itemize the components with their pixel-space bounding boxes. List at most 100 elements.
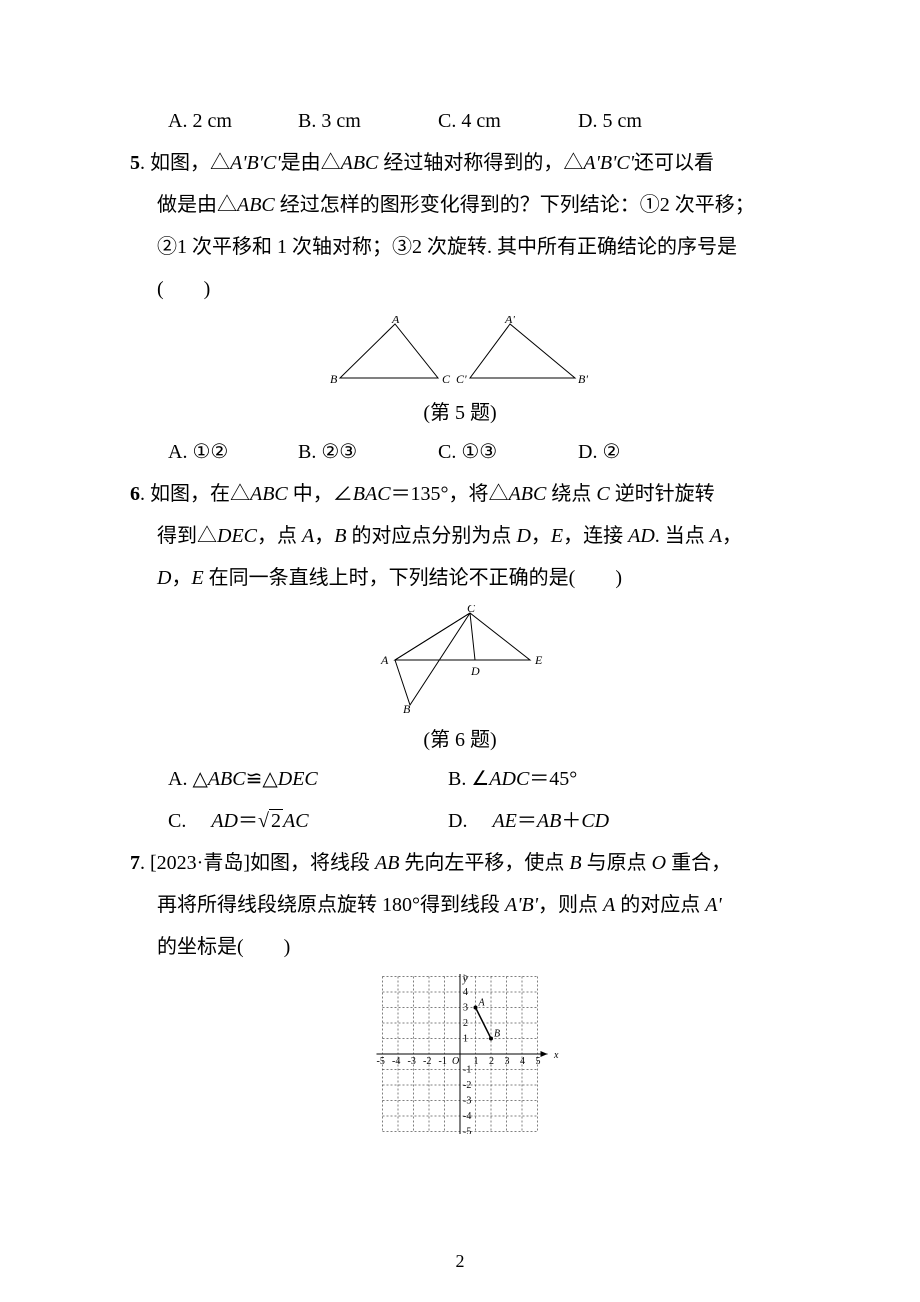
q6-l3a: ，: [171, 567, 191, 589]
svg-text:3: 3: [505, 1056, 510, 1067]
q6-ans-c: C. AD＝√2AC: [168, 800, 448, 842]
q5-l1d: 还可以看: [634, 152, 714, 174]
q5-number: 5: [130, 152, 140, 174]
q6-A2: A: [710, 525, 722, 547]
q6-E2: E: [191, 567, 203, 589]
q6-figure: CAEDB: [130, 605, 790, 720]
q6-l1b: 中，∠: [288, 483, 353, 505]
svg-text:O: O: [452, 1056, 459, 1067]
q6-b-pre: B. ∠: [448, 768, 489, 790]
q6-E: E: [551, 525, 563, 547]
q5-line3: ②1 次平移和 1 次轴对称；③2 次旋转. 其中所有正确结论的序号是: [130, 226, 790, 268]
q6-l1a: . 如图，在△: [140, 483, 250, 505]
q6-l1d: 绕点: [546, 483, 596, 505]
svg-text:2: 2: [489, 1056, 494, 1067]
q4-ans-a: A. 2 cm: [168, 100, 298, 142]
q6-b-var: ADC: [489, 768, 529, 790]
q6-abc2: ABC: [509, 483, 547, 505]
svg-text:C': C': [456, 372, 467, 386]
q7-B: B: [569, 852, 581, 874]
q5-aprime2: A'B'C': [583, 152, 634, 174]
q7-line1: 7. [2023·青岛]如图，将线段 AB 先向左平移，使点 B 与原点 O 重…: [130, 842, 790, 884]
q6-c-pre: C.: [168, 810, 211, 832]
q6-l2c2: ，: [531, 525, 551, 547]
q6-l2c3: ，: [722, 525, 742, 547]
q7-grid-svg: -5-4-3-2-11234554321-1-2-3-4-5OxyAB: [360, 974, 560, 1134]
q4-answers: A. 2 cm B. 3 cm C. 4 cm D. 5 cm: [130, 100, 790, 142]
q7-l1b: 与原点: [582, 852, 652, 874]
q7-l2b: ，则点: [538, 894, 603, 916]
q6-line3: D，E 在同一条直线上时，下列结论不正确的是( ): [130, 557, 790, 599]
q5-line1: 5. 如图，△A'B'C'是由△ABC 经过轴对称得到的，△A'B'C'还可以看: [130, 142, 790, 184]
q6-d-plus: ＋: [561, 810, 581, 832]
q6-d-pre: D.: [448, 810, 492, 832]
svg-text:A: A: [380, 653, 389, 667]
q6-number: 6: [130, 483, 140, 505]
svg-text:-5: -5: [377, 1056, 385, 1067]
q6-abc: ABC: [250, 483, 288, 505]
q5-aprime: A'B'C': [230, 152, 281, 174]
q5-ans-a: A. ①②: [168, 431, 298, 473]
q5-figure: ABCA'C'B': [130, 316, 790, 393]
q6-d-v2: AB: [537, 810, 561, 832]
svg-text:x: x: [553, 1050, 559, 1061]
q6-bac: BAC: [353, 483, 391, 505]
svg-text:B: B: [494, 1029, 500, 1040]
svg-text:1: 1: [463, 1034, 468, 1045]
q5-triangles-svg: ABCA'C'B': [330, 316, 590, 388]
svg-text:4: 4: [520, 1056, 525, 1067]
svg-text:D: D: [470, 664, 480, 678]
q6-c-v1: AD: [211, 810, 238, 832]
svg-text:C: C: [442, 372, 451, 386]
svg-text:5: 5: [536, 1056, 541, 1067]
q6-b-post: ＝45°: [529, 768, 577, 790]
q6-l1e: 逆时针旋转: [610, 483, 715, 505]
q5-l1b: 是由△: [281, 152, 341, 174]
q6-d-eq: ＝: [517, 810, 537, 832]
q6-a-dec: DEC: [278, 768, 318, 790]
q7-l2c: 的对应点: [615, 894, 705, 916]
svg-text:C: C: [467, 605, 476, 615]
q6-B: B: [334, 525, 346, 547]
q6-l2c: ，: [314, 525, 334, 547]
q5-caption: (第 5 题): [130, 395, 790, 431]
svg-text:-1: -1: [439, 1056, 447, 1067]
q5-line4: ( ): [130, 268, 790, 310]
q6-l2f: . 当点: [655, 525, 710, 547]
q6-d-v1: AE: [492, 810, 516, 832]
svg-text:A: A: [391, 316, 400, 326]
svg-text:-4: -4: [463, 1111, 471, 1122]
q6-d-v3: CD: [581, 810, 609, 832]
page: A. 2 cm B. 3 cm C. 4 cm D. 5 cm 5. 如图，△A…: [0, 0, 920, 1302]
q7-number: 7: [130, 852, 140, 874]
q6-D2: D: [157, 567, 171, 589]
q6-l2d: 的对应点分别为点: [346, 525, 516, 547]
q7-ApBp: A'B': [505, 894, 538, 916]
q6-C: C: [596, 483, 609, 505]
q4-ans-c: C. 4 cm: [438, 100, 578, 142]
svg-text:3: 3: [463, 1003, 468, 1014]
page-number: 2: [0, 1251, 920, 1272]
q7-line2: 再将所得线段绕原点旋转 180°得到线段 A'B'，则点 A 的对应点 A': [130, 884, 790, 926]
q7-l1c: 重合，: [666, 852, 731, 874]
q5-ans-b: B. ②③: [298, 431, 438, 473]
q6-l2b: ，点: [257, 525, 302, 547]
q5-answers: A. ①② B. ②③ C. ①③ D. ②: [130, 431, 790, 473]
q6-l3b: 在同一条直线上时，下列结论不正确的是( ): [204, 567, 622, 589]
svg-text:y: y: [462, 974, 468, 985]
svg-text:-5: -5: [463, 1127, 471, 1135]
q7-figure: -5-4-3-2-11234554321-1-2-3-4-5OxyAB: [130, 974, 790, 1139]
q6-triangle-svg: CAEDB: [375, 605, 545, 715]
q6-line1: 6. 如图，在△ABC 中，∠BAC＝135°，将△ABC 绕点 C 逆时针旋转: [130, 473, 790, 515]
svg-text:-3: -3: [463, 1096, 471, 1107]
q6-a-abc: ABC: [208, 768, 246, 790]
svg-text:A: A: [478, 998, 486, 1009]
q7-Ap: A': [705, 894, 722, 916]
q6-D: D: [516, 525, 530, 547]
svg-text:-1: -1: [463, 1065, 471, 1076]
svg-text:4: 4: [463, 987, 468, 998]
svg-text:B': B': [578, 372, 588, 386]
q7-l1a: 先向左平移，使点: [399, 852, 569, 874]
q6-l2a: 得到△: [157, 525, 217, 547]
q6-ans-b: B. ∠ADC＝45°: [448, 758, 708, 800]
